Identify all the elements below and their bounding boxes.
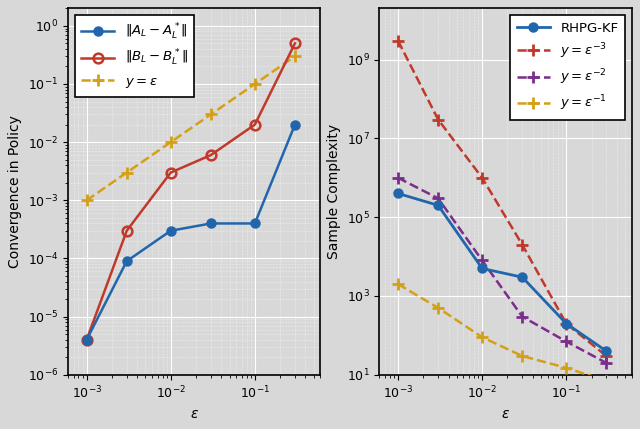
$y = \epsilon^{-3}$ [602,353,610,359]
$\|B_L - B_L^*\|$ [167,170,175,175]
Line: $\|B_L - B_L^*\|$: $\|B_L - B_L^*\|$ [82,39,300,344]
$y = \epsilon^{-2}$ [563,339,570,344]
$y = \epsilon$ [207,112,214,117]
$y = \epsilon^{-2}$ [394,175,402,180]
$y = \epsilon^{-3}$ [518,242,526,247]
X-axis label: $\epsilon$: $\epsilon$ [189,407,198,421]
Line: $y = \epsilon^{-1}$: $y = \epsilon^{-1}$ [392,278,612,387]
$y = \epsilon^{-3}$ [478,175,486,180]
RHPG-KF [563,321,570,326]
$y = \epsilon^{-3}$ [394,38,402,43]
$\|B_L - B_L^*\|$ [251,122,259,127]
Line: RHPG-KF: RHPG-KF [394,189,611,355]
$\|B_L - B_L^*\|$ [207,152,214,157]
$y = \epsilon^{-1}$ [518,353,526,359]
Legend: RHPG-KF, $y = \epsilon^{-3}$, $y = \epsilon^{-2}$, $y = \epsilon^{-1}$: RHPG-KF, $y = \epsilon^{-3}$, $y = \epsi… [510,15,625,120]
$\|A_L - A_L^*\|$ [123,259,131,264]
RHPG-KF [435,203,442,208]
RHPG-KF [394,191,402,196]
RHPG-KF [602,348,610,353]
X-axis label: $\epsilon$: $\epsilon$ [501,407,510,421]
$y = \epsilon^{-1}$ [602,378,610,384]
RHPG-KF [518,275,526,280]
$\|A_L - A_L^*\|$ [251,221,259,226]
$y = \epsilon^{-3}$ [563,321,570,326]
$\|A_L - A_L^*\|$ [83,337,90,342]
$\|B_L - B_L^*\|$ [123,228,131,233]
$\|A_L - A_L^*\|$ [291,122,299,127]
$y = \epsilon$ [167,139,175,145]
RHPG-KF [478,266,486,271]
Line: $y = \epsilon^{-3}$: $y = \epsilon^{-3}$ [392,35,612,362]
$y = \epsilon$ [251,82,259,87]
$y = \epsilon^{-2}$ [518,314,526,319]
Line: $\|A_L - A_L^*\|$: $\|A_L - A_L^*\|$ [83,121,299,344]
$y = \epsilon^{-2}$ [602,360,610,366]
$\|A_L - A_L^*\|$ [167,228,175,233]
Line: $y = \epsilon^{-2}$: $y = \epsilon^{-2}$ [392,172,612,369]
$y = \epsilon^{-1}$ [394,281,402,287]
$y = \epsilon^{-2}$ [435,196,442,201]
$\|B_L - B_L^*\|$ [291,41,299,46]
$y = \epsilon$ [291,54,299,59]
$y = \epsilon$ [83,198,90,203]
$y = \epsilon$ [123,170,131,175]
$y = \epsilon^{-2}$ [478,258,486,263]
Legend: $\|A_L - A_L^*\|$, $\|B_L - B_L^*\|$, $y = \epsilon$: $\|A_L - A_L^*\|$, $\|B_L - B_L^*\|$, $y… [75,15,194,97]
$\|A_L - A_L^*\|$ [207,221,214,226]
$y = \epsilon^{-1}$ [435,305,442,311]
$y = \epsilon^{-1}$ [478,335,486,340]
$y = \epsilon^{-1}$ [563,365,570,370]
$\|B_L - B_L^*\|$ [83,337,90,342]
Y-axis label: Convergence in Policy: Convergence in Policy [8,115,22,268]
Line: $y = \epsilon$: $y = \epsilon$ [81,50,301,207]
Y-axis label: Sample Complexity: Sample Complexity [327,124,341,259]
$y = \epsilon^{-3}$ [435,117,442,122]
